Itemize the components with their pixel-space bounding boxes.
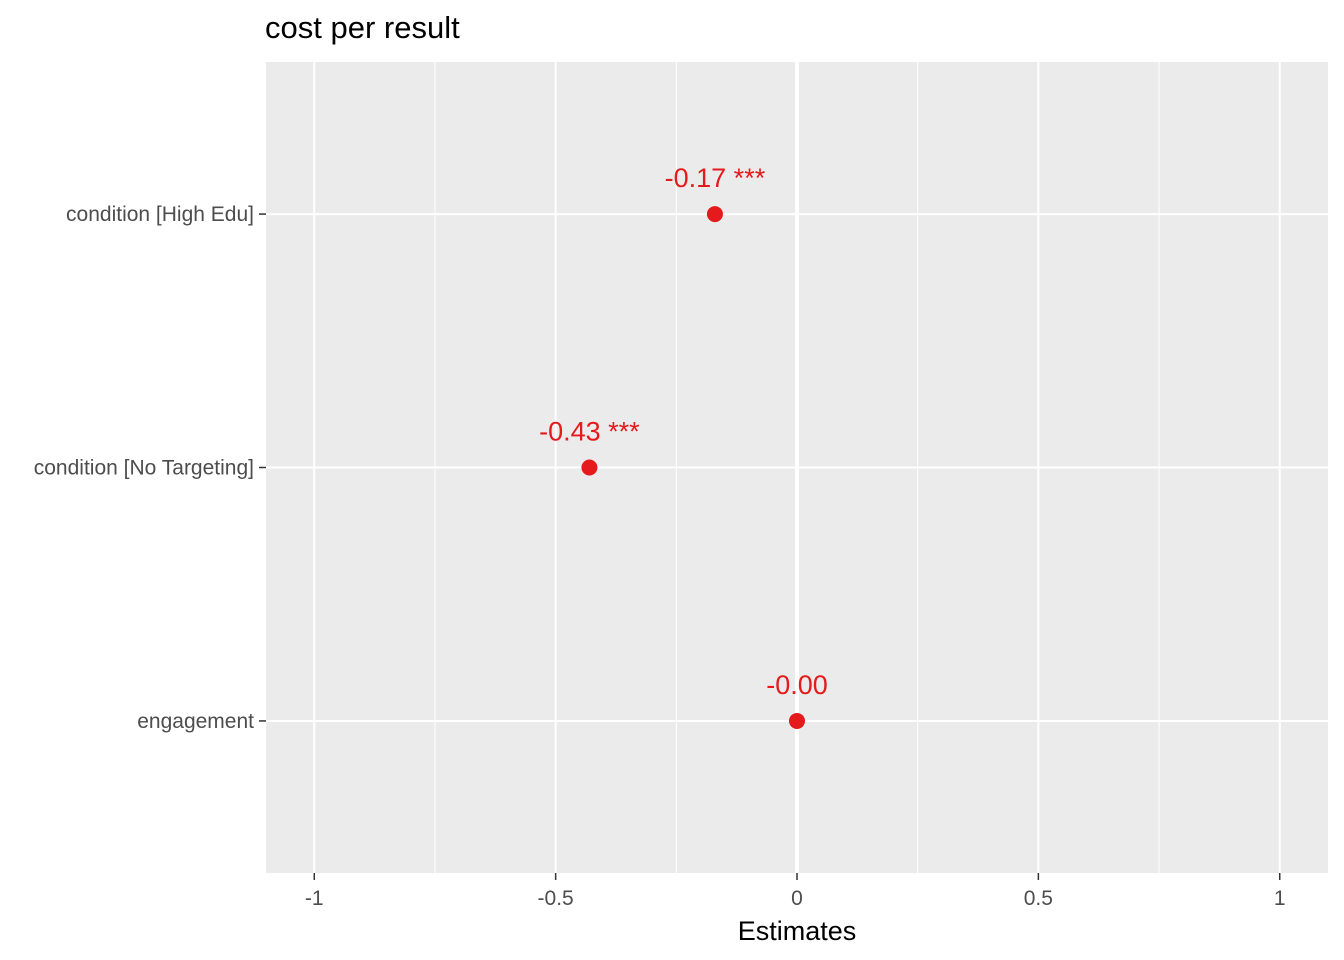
y-tick-label: engagement <box>137 710 254 733</box>
estimate-point <box>789 712 805 729</box>
x-tick-label: 1 <box>1274 887 1286 910</box>
y-tick-label: condition [High Edu] <box>66 203 254 226</box>
x-tick-label: 0 <box>791 887 803 910</box>
chart-title: cost per result <box>265 10 460 45</box>
estimate-label: -0.00 <box>766 670 828 700</box>
estimate-point <box>581 459 598 476</box>
x-tick-label: 0.5 <box>1024 887 1053 910</box>
x-axis-title: Estimates <box>738 916 857 946</box>
estimate-label: -0.17 *** <box>665 163 766 193</box>
x-tick-label: -1 <box>305 887 324 910</box>
x-tick-label: -0.5 <box>538 887 574 910</box>
y-tick-label: condition [No Targeting] <box>34 457 254 480</box>
estimate-point <box>706 206 723 223</box>
estimate-label: -0.43 *** <box>539 417 640 447</box>
